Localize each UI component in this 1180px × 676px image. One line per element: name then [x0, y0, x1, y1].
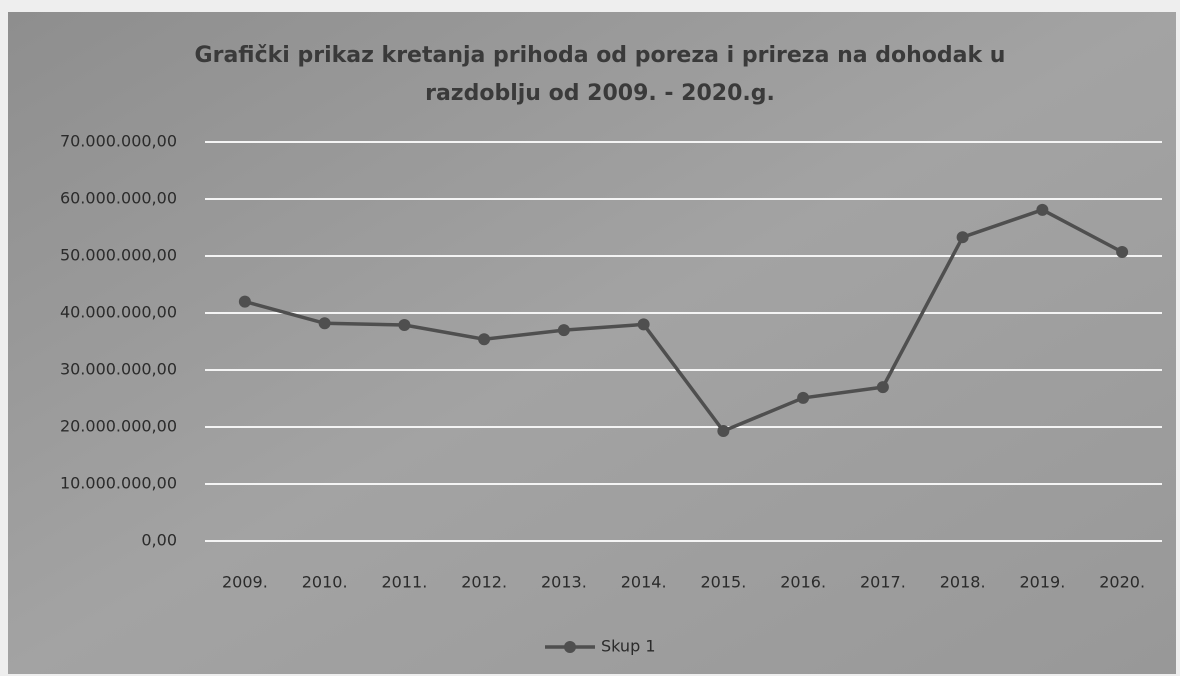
point: [956, 231, 969, 244]
x-tick-label: 2012.: [461, 573, 507, 592]
point: [557, 324, 570, 337]
chart-title: razdoblju od 2009. - 2020.g.: [425, 81, 775, 106]
legend-marker: [564, 641, 576, 653]
x-tick-label: 2017.: [860, 573, 906, 592]
y-tick-label: 40.000.000,00: [60, 303, 177, 322]
point: [797, 391, 810, 404]
point: [876, 381, 889, 394]
point: [1116, 246, 1129, 259]
series-line: [244, 207, 1123, 434]
point: [717, 424, 730, 437]
x-tick-label: 2014.: [621, 573, 667, 592]
x-tick-label: 2020.: [1099, 573, 1145, 592]
y-tick-label: 10.000.000,00: [60, 474, 177, 493]
point: [238, 295, 251, 308]
x-tick-label: 2009.: [222, 573, 268, 592]
y-tick-label: 70.000.000,00: [60, 132, 177, 151]
y-tick-label: 30.000.000,00: [60, 360, 177, 379]
x-tick-label: 2018.: [940, 573, 986, 592]
y-tick-label: 50.000.000,00: [60, 246, 177, 265]
chart-area: [8, 12, 1176, 674]
point: [637, 318, 650, 331]
x-tick-label: 2015.: [700, 573, 746, 592]
x-tick-label: 2016.: [780, 573, 826, 592]
x-tick-label: 2019.: [1019, 573, 1065, 592]
point: [318, 317, 331, 330]
x-tick-label: 2011.: [381, 573, 427, 592]
point: [398, 318, 411, 331]
point: [478, 333, 491, 346]
point: [1036, 203, 1049, 216]
x-tick-label: 2010.: [302, 573, 348, 592]
y-tick-label: 0,00: [141, 531, 177, 550]
y-tick-label: 60.000.000,00: [60, 189, 177, 208]
chart-title: Grafički prikaz kretanja prihoda od pore…: [195, 43, 1006, 68]
y-tick-label: 20.000.000,00: [60, 417, 177, 436]
legend-label: Skup 1: [601, 637, 656, 656]
x-tick-label: 2013.: [541, 573, 587, 592]
